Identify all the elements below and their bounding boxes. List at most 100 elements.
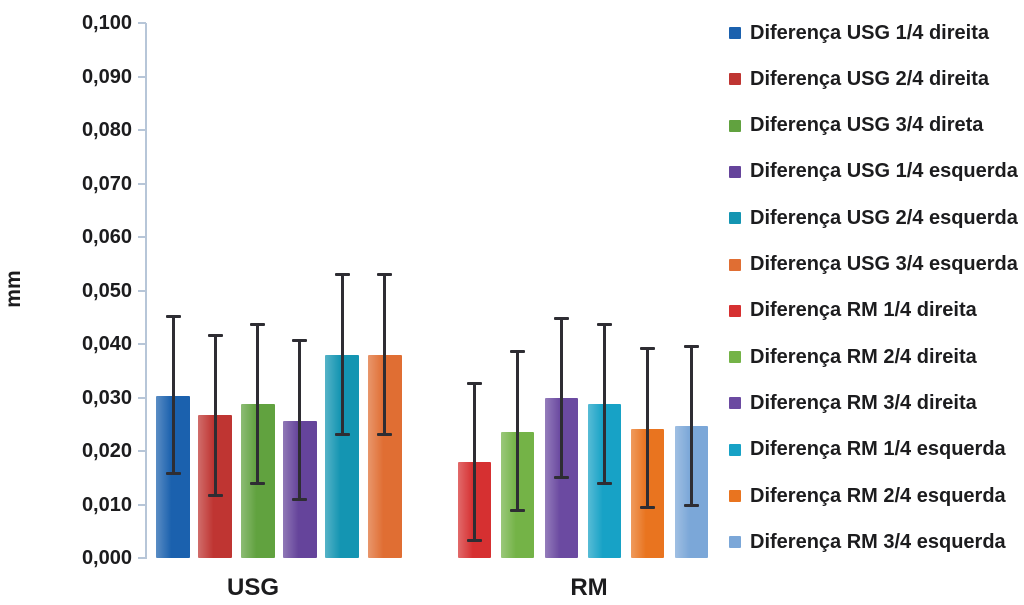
error-bar-cap-top (165, 314, 181, 318)
y-tick-mark (138, 396, 146, 399)
legend-item: Diferença RM 2/4 direita (729, 345, 977, 369)
error-bar-cap-bottom (334, 432, 350, 436)
legend-swatch (729, 351, 741, 364)
error-bar-cap-bottom (683, 504, 699, 508)
error-bar-cap-bottom (377, 432, 392, 436)
legend-swatch (729, 165, 741, 178)
y-tick-mark (138, 182, 146, 185)
error-bar-line (213, 334, 217, 495)
y-tick-mark (138, 343, 146, 345)
legend-item: Diferença RM 2/4 esquerda (729, 484, 1006, 508)
legend-label: Diferença USG 3/4 direta (750, 114, 984, 137)
bar-usg-6 (367, 354, 402, 558)
legend-item: Diferença USG 3/4 direta (729, 114, 983, 138)
legend-item: Diferença USG 2/4 direita (729, 67, 989, 91)
error-bar-line (559, 318, 563, 477)
legend-swatch (729, 27, 741, 39)
legend-swatch (729, 397, 741, 410)
error-bar-cap-top (467, 381, 482, 385)
error-bar-line (298, 340, 302, 500)
error-bar-cap-bottom (553, 475, 569, 479)
y-tick-mark (138, 503, 146, 506)
legend-swatch (729, 304, 741, 317)
error-bar-cap-bottom (250, 482, 266, 486)
y-tick-label: 0,100 (81, 12, 132, 34)
y-tick-mark (138, 557, 146, 559)
y-tick-label: 0,060 (81, 226, 132, 248)
y-tick-label: 0,040 (81, 333, 132, 355)
error-bar-line (602, 324, 606, 484)
legend-item: Diferença USG 1/4 direita (729, 21, 989, 45)
error-bar-cap-top (640, 346, 656, 350)
legend-swatch (729, 536, 741, 549)
error-bar-cap-bottom (165, 472, 181, 476)
x-axis-label-usg: USG (226, 574, 279, 601)
error-bar-line (340, 274, 344, 434)
error-bar-cap-top (250, 323, 266, 327)
y-tick-label: 0,050 (81, 279, 132, 302)
error-bar-cap-top (377, 273, 392, 277)
y-axis-title: mm (2, 270, 25, 308)
error-bar-line (689, 345, 693, 506)
error-bar-cap-bottom (292, 498, 308, 502)
legend-item: Diferença RM 3/4 direita (729, 391, 977, 415)
legend-swatch (729, 443, 741, 456)
legend-label: Diferença RM 3/4 direita (750, 391, 977, 414)
y-tick-label: 0,070 (81, 172, 132, 195)
legend-label: Diferença USG 1/4 direita (750, 21, 989, 44)
error-bar-cap-top (292, 339, 308, 343)
error-bar-line (171, 315, 175, 474)
error-bar-cap-bottom (510, 508, 526, 512)
error-bar-line (383, 274, 386, 434)
legend-item: Diferença RM 3/4 esquerda (729, 530, 1006, 554)
legend-swatch (729, 73, 741, 86)
y-tick-label: 0,010 (81, 493, 132, 516)
legend-label: Diferença RM 2/4 esquerda (750, 484, 1006, 507)
legend-item: Diferença RM 1/4 esquerda (729, 438, 1006, 462)
error-bar-cap-top (553, 317, 569, 321)
error-bar-line (256, 324, 260, 484)
legend-label: Diferença USG 1/4 esquerda (750, 160, 1018, 183)
legend-label: Diferença RM 1/4 esquerda (750, 438, 1006, 461)
error-bar-cap-top (207, 333, 223, 337)
error-bar-cap-top (334, 273, 350, 277)
legend-label: Diferença USG 2/4 direita (750, 67, 989, 90)
y-tick-label: 0,030 (81, 386, 132, 409)
x-axis-label-rm: RM (570, 574, 608, 601)
error-bar-line (473, 382, 476, 541)
y-axis-line (145, 23, 147, 559)
error-bar-cap-bottom (596, 482, 612, 486)
y-tick-label: 0,020 (81, 440, 132, 462)
y-tick-mark (138, 450, 146, 452)
error-bar-line (646, 347, 650, 508)
legend-item: Diferença USG 2/4 esquerda (729, 206, 1018, 230)
y-tick-mark (138, 236, 146, 238)
y-tick-mark (138, 129, 146, 131)
error-bar-line (516, 350, 520, 510)
legend-swatch (729, 119, 741, 132)
legend-label: Diferença USG 2/4 esquerda (750, 206, 1018, 229)
legend-swatch (729, 490, 741, 502)
legend-label: Diferença RM 2/4 direita (750, 345, 977, 368)
legend-label: Diferença USG 3/4 esquerda (750, 253, 1018, 275)
error-bar-cap-bottom (640, 506, 656, 510)
error-bar-cap-bottom (467, 539, 482, 543)
legend-item: Diferença USG 1/4 esquerda (729, 160, 1018, 184)
y-tick-mark (138, 22, 146, 24)
error-bar-cap-top (596, 323, 612, 327)
legend-label: Diferença RM 3/4 esquerda (750, 530, 1006, 553)
y-tick-label: 0,000 (81, 547, 132, 569)
y-tick-mark (138, 289, 146, 292)
error-bar-cap-bottom (207, 493, 223, 497)
y-tick-label: 0,090 (81, 65, 132, 88)
legend-label: Diferença RM 1/4 direita (750, 299, 977, 322)
y-tick-mark (138, 75, 146, 78)
error-bar-cap-top (510, 349, 526, 353)
legend-swatch (729, 212, 741, 225)
error-bar-cap-top (683, 344, 699, 348)
legend-swatch (729, 258, 741, 271)
legend-item: Diferença USG 3/4 esquerda (729, 253, 1018, 277)
y-tick-label: 0,080 (81, 119, 132, 141)
legend: Diferença USG 1/4 direita Diferença USG 2… (729, 0, 1024, 605)
